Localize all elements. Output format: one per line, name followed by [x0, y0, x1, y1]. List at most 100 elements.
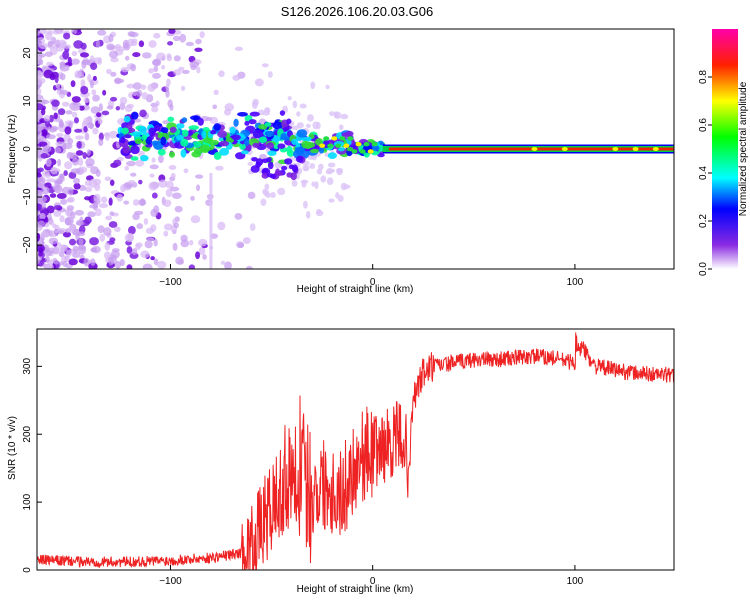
snr-x-tick-label: 0	[370, 576, 376, 587]
snr-x-label: Height of straight line (km)	[297, 584, 414, 595]
ridge-blob	[258, 136, 268, 143]
noise-blob	[167, 99, 173, 108]
noise-blob	[149, 173, 155, 178]
ridge-blob	[154, 124, 161, 132]
noise-blob	[45, 32, 53, 41]
noise-blob	[95, 169, 101, 177]
noise-blob	[58, 244, 68, 253]
noise-blob	[63, 44, 72, 49]
noise-blob	[92, 94, 100, 102]
noise-blob	[41, 128, 48, 138]
spectrogram-x-label: Height of straight line (km)	[297, 284, 414, 295]
noise-blob	[136, 223, 144, 230]
noise-blob	[47, 40, 53, 48]
noise-blob	[127, 38, 135, 47]
noise-blob	[50, 166, 58, 175]
noise-blob	[97, 118, 103, 125]
ridge-blob	[130, 145, 140, 155]
noise-blob	[124, 165, 130, 171]
noise-blob	[310, 81, 316, 90]
noise-blob	[139, 109, 147, 118]
noise-blob	[179, 33, 187, 43]
noise-blob	[53, 112, 58, 120]
noise-blob	[301, 180, 307, 188]
ridge-band-highlight	[531, 147, 538, 151]
ridge-blob	[272, 121, 283, 130]
noise-blob	[37, 183, 45, 188]
noise-blob	[173, 69, 182, 76]
noise-blob	[66, 151, 74, 160]
ridge-blob	[261, 172, 269, 179]
ridge-blob	[188, 125, 200, 130]
noise-blob	[247, 161, 253, 166]
noise-blob	[42, 170, 50, 177]
noise-blob	[223, 108, 232, 116]
ridge-blob	[301, 136, 310, 142]
ridge-blob	[346, 147, 354, 152]
noise-blob	[68, 258, 78, 266]
noise-blob	[87, 74, 92, 82]
noise-blob	[337, 194, 344, 203]
noise-blob	[106, 43, 115, 51]
noise-blob	[326, 177, 334, 186]
noise-blob	[68, 224, 75, 233]
noise-blob	[111, 248, 120, 253]
snr-x-tick-label: 100	[567, 576, 584, 587]
snr-y-label: SNR (10 * v/v)	[7, 416, 18, 480]
noise-blob	[106, 105, 114, 110]
spectrogram-x-tick-label: 100	[567, 277, 584, 288]
noise-blob	[120, 184, 126, 193]
noise-blob	[62, 50, 70, 60]
noise-blob	[53, 260, 59, 265]
noise-blob	[261, 63, 269, 68]
spectrogram-x-ticks: −100 0 100	[159, 264, 584, 288]
noise-blob	[140, 84, 147, 90]
noise-blob	[343, 184, 351, 189]
noise-blob	[338, 124, 344, 130]
noise-blob	[147, 83, 156, 92]
noise-blob	[110, 71, 117, 77]
ridge-blob	[240, 150, 249, 155]
noise-blob	[312, 121, 319, 130]
ridge-blob	[251, 157, 258, 162]
noise-blob	[198, 246, 206, 256]
noise-blob	[126, 160, 136, 167]
noise-blob	[38, 59, 44, 65]
noise-blob	[39, 206, 48, 214]
noise-blob	[37, 103, 44, 111]
noise-blob	[172, 35, 181, 42]
noise-blob	[120, 66, 130, 73]
noise-blob	[168, 164, 177, 170]
noise-blob	[61, 67, 68, 72]
noise-blob	[196, 66, 201, 74]
noise-blob	[328, 111, 335, 117]
noise-blob	[37, 135, 46, 141]
noise-blob	[320, 175, 327, 183]
noise-blob	[325, 84, 330, 90]
ridge-blob	[319, 143, 326, 148]
noise-blob	[40, 153, 48, 159]
noise-blob	[57, 158, 62, 167]
noise-blob	[190, 195, 195, 201]
noise-blob	[237, 242, 245, 249]
noise-blob	[232, 74, 241, 81]
snr-x-ticks: −100 0 100	[159, 565, 584, 587]
noise-blob	[56, 133, 64, 138]
ridge-blob	[175, 123, 185, 129]
noise-blob	[108, 130, 119, 139]
noise-blob	[74, 70, 83, 78]
ridge-blob	[175, 134, 185, 141]
noise-blob	[56, 192, 67, 199]
noise-blob	[131, 248, 138, 256]
ridge-blob	[264, 130, 275, 137]
noise-blob	[45, 178, 56, 183]
ridge-blob	[210, 129, 217, 135]
noise-blob	[62, 231, 72, 238]
noise-blob	[277, 187, 286, 196]
noise-blob	[57, 229, 65, 235]
noise-blob	[124, 55, 130, 61]
noise-blob	[47, 213, 52, 221]
ridge-blob	[347, 136, 354, 141]
noise-blob	[202, 254, 207, 260]
